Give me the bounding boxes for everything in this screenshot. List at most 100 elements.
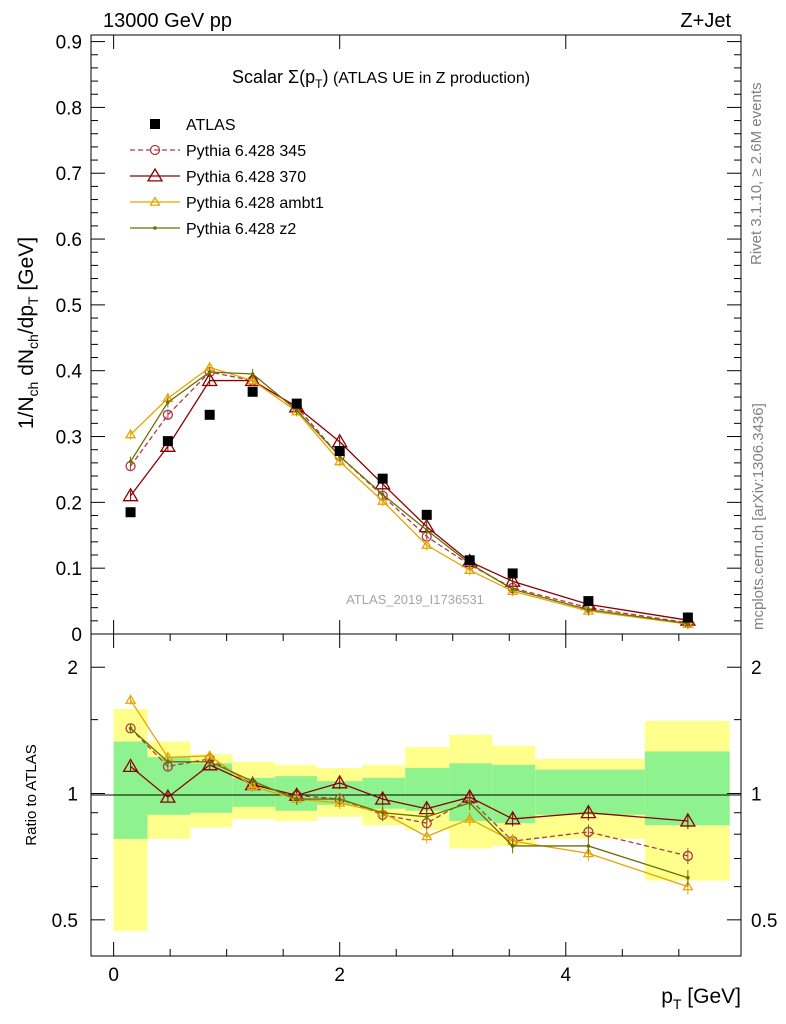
- series-point: [166, 400, 170, 405]
- xlabel-main: p: [661, 985, 673, 1008]
- x-tick-label: 0: [108, 965, 119, 986]
- ratio-point: [583, 826, 594, 838]
- series-point: [510, 587, 515, 592]
- y-tick-label-right: 2: [751, 658, 762, 679]
- ratio-line: [130, 727, 689, 857]
- ratio-point: [686, 875, 690, 880]
- ratio-point: [337, 797, 342, 801]
- title-close: ): [323, 67, 329, 87]
- data-point: [204, 409, 215, 420]
- series-point: [207, 370, 212, 374]
- legend-marker: [149, 196, 161, 206]
- series-point: [421, 539, 433, 549]
- data-point: [507, 568, 518, 579]
- ratio-point: [421, 830, 433, 841]
- band-inner: [190, 763, 233, 813]
- legend-marker: [146, 167, 164, 182]
- ratio-frame: [90, 633, 742, 957]
- legend-label: Pythia 6.428 370: [186, 169, 306, 186]
- data-point: [421, 509, 432, 520]
- y-tick-label: 0.2: [56, 493, 82, 514]
- y-tick-label: 0.6: [56, 230, 82, 251]
- x-tick-label: 2: [334, 965, 345, 986]
- legend-marker: [149, 144, 161, 156]
- series-point: [334, 455, 346, 466]
- series-point: [424, 528, 429, 532]
- ratio-point: [166, 760, 170, 764]
- mcplots-label: mcplots.cern.ch [arXiv:1306.3436]: [750, 403, 767, 630]
- main-title: Scalar Σ(pT) (ATLAS UE in Z production): [232, 67, 530, 91]
- series-point: [380, 492, 385, 497]
- series-point: [122, 487, 139, 502]
- ratio-point: [582, 847, 595, 858]
- ratio-point: [294, 797, 299, 801]
- series-point: [124, 428, 137, 439]
- data-point: [291, 398, 302, 409]
- y-tick-label: 2: [67, 658, 78, 679]
- legend: ATLAS Pythia 6.428 345 Pythia 6.428 370 Pyt…: [130, 117, 324, 238]
- ratio-point: [679, 812, 697, 827]
- band-inner: [113, 741, 148, 839]
- legend-marker: [153, 226, 157, 230]
- series-line: [130, 371, 688, 625]
- y-tick-label: 0.7: [56, 164, 82, 185]
- band-inner: [535, 769, 645, 815]
- y-tick-label: 0.9: [56, 33, 82, 54]
- series-point: [586, 607, 591, 612]
- data-point: [464, 555, 475, 566]
- energy-label: 13000 GeV pp: [103, 10, 232, 32]
- ratio-point: [380, 810, 385, 815]
- ratio-x-label: pT [GeV]: [661, 985, 741, 1012]
- ylabel-part-2: dN: [15, 349, 38, 382]
- ratio-point: [464, 813, 476, 823]
- y-tick-label: 0.5: [52, 911, 78, 932]
- y-tick-label: 0: [71, 625, 82, 646]
- ylabel-part-4: /dp: [15, 305, 38, 334]
- data-point: [583, 596, 594, 607]
- series-point: [464, 564, 476, 574]
- main-y-ticks: 0 0.1 0.2 0.3 0.4 0.5 0.6 0.7 0.8 0.9: [56, 33, 741, 646]
- ratio-point: [374, 790, 391, 805]
- y-tick-label: 0.3: [56, 428, 82, 449]
- title-sub: T: [315, 77, 323, 91]
- ratio-point: [124, 694, 137, 704]
- data-point: [682, 612, 693, 623]
- ratio-point: [247, 780, 259, 791]
- title-rest: (ATLAS UE in Z production): [329, 70, 531, 87]
- rivet-label: Rivet 3.1.10, ≥ 2.6M events: [748, 83, 765, 266]
- ratio-point: [331, 774, 348, 789]
- series-point: [128, 459, 133, 464]
- legend-label: ATLAS: [186, 117, 236, 134]
- data-point: [162, 436, 173, 447]
- ylabel-part-0: 1/N: [15, 396, 38, 429]
- xlabel-unit: [GeV]: [681, 985, 741, 1008]
- ratio-line: [130, 699, 689, 888]
- main-panel: 00.10.20.30.40.50.60.70.80.9 Scalar Σ(pT…: [15, 33, 742, 646]
- series-line: [130, 379, 688, 621]
- y-tick-label-right: 0.5: [751, 911, 777, 932]
- data-point: [247, 386, 258, 397]
- x-tick-label: 4: [560, 965, 571, 986]
- series-point: [507, 585, 519, 596]
- ratio-point: [159, 788, 177, 803]
- process-label: Z+Jet: [680, 10, 731, 32]
- ratio-ticks: 0 2 4 0.5 0.5 1 1 2 2: [52, 634, 777, 986]
- ratio-panel: 0 2 4 0.5 0.5 1 1 2 2 Ratio to ATLAS pT [GeV]: [23, 633, 777, 1012]
- y-tick-label: 0.1: [56, 559, 82, 580]
- ratio-point: [580, 804, 597, 819]
- ratio-point: [682, 880, 694, 891]
- ylabel-part-3: ch: [25, 334, 41, 349]
- data-point: [377, 473, 388, 484]
- ratio-point: [334, 797, 346, 807]
- ylabel-part-1: ch: [25, 382, 41, 397]
- ylabel-part-6: [GeV]: [15, 237, 38, 297]
- ratio-bands: [113, 709, 730, 932]
- data-point: [334, 446, 345, 457]
- xlabel-sub: T: [673, 996, 682, 1012]
- legend-label: Pythia 6.428 345: [186, 143, 306, 160]
- ratio-point: [682, 850, 694, 862]
- main-marks: [122, 361, 697, 630]
- series-point: [686, 621, 690, 626]
- series-point: [377, 495, 389, 505]
- ratio-y-label: Ratio to ATLAS: [23, 744, 40, 845]
